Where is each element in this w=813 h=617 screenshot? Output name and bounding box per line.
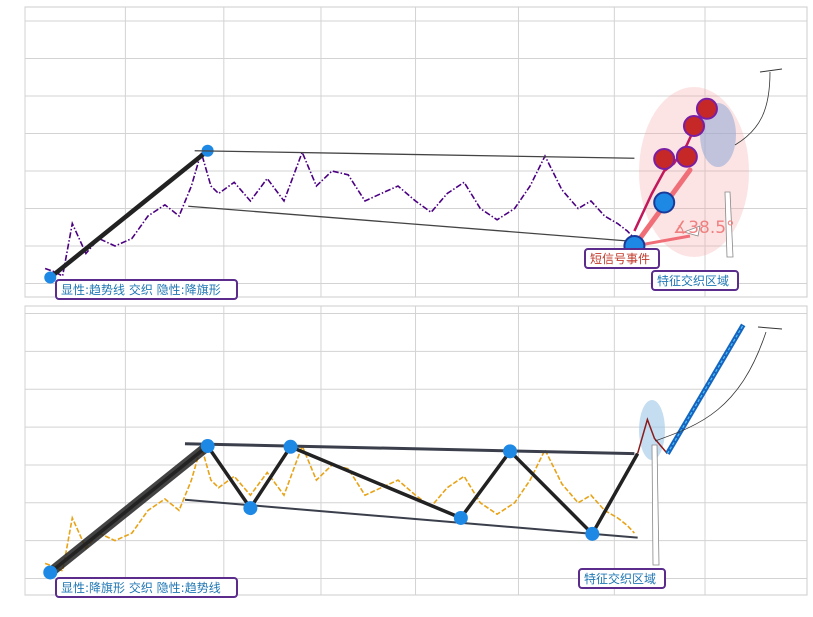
pointer-arrow	[682, 225, 701, 237]
bracket-mark	[759, 68, 783, 73]
zone-pointer-arrow	[724, 191, 734, 258]
zigzag-point	[453, 510, 468, 525]
channel-lower-line	[184, 498, 638, 539]
zone-pointer-arrow	[651, 444, 660, 566]
connector-curve	[734, 71, 771, 146]
zigzag-point	[283, 439, 298, 454]
pattern-label-box	[55, 279, 238, 300]
bottom-panel	[24, 305, 808, 598]
channel-upper-line	[184, 442, 635, 456]
bottom-annotation-feature-zone: 特征交织区域	[584, 571, 656, 586]
pattern-label-box	[55, 577, 238, 598]
feature-zone-box	[578, 568, 666, 589]
signal-marker	[682, 115, 705, 137]
bottom-annotation-pattern-label: 显性:降旗形 交织 隐性:趋势线	[61, 580, 221, 595]
connector-curve	[654, 331, 767, 442]
bracket-mark	[757, 326, 783, 330]
zigzag-point	[585, 526, 600, 541]
trend-line	[48, 148, 210, 280]
top-angle-label: ∡38.5°	[673, 218, 735, 238]
zigzag-point	[503, 444, 518, 459]
feature-zone-box	[651, 270, 739, 291]
top-panel	[24, 6, 808, 300]
channel-lower-line	[188, 205, 645, 243]
signal-marker	[675, 145, 698, 168]
zigzag-point	[243, 501, 258, 516]
zigzag-point	[43, 565, 58, 580]
channel-upper-line	[194, 150, 635, 159]
price-series-line	[44, 149, 635, 278]
top-annotation-signal-event: 短信号事件	[590, 252, 650, 266]
top-annotation-feature-zone: 特征交织区域	[657, 273, 729, 288]
signal-marker	[695, 97, 718, 120]
forecast-path	[636, 417, 668, 455]
trend-start-point	[44, 271, 57, 284]
signal-marker	[653, 148, 676, 170]
zigzag-line	[49, 444, 640, 574]
zigzag-point	[200, 439, 215, 454]
signal-marker	[653, 191, 676, 214]
top-annotation-pattern-label: 显性:趋势线 交织 隐性:降旗形	[61, 282, 221, 297]
forecast-projection	[665, 323, 746, 455]
signal-event-box	[584, 248, 660, 269]
